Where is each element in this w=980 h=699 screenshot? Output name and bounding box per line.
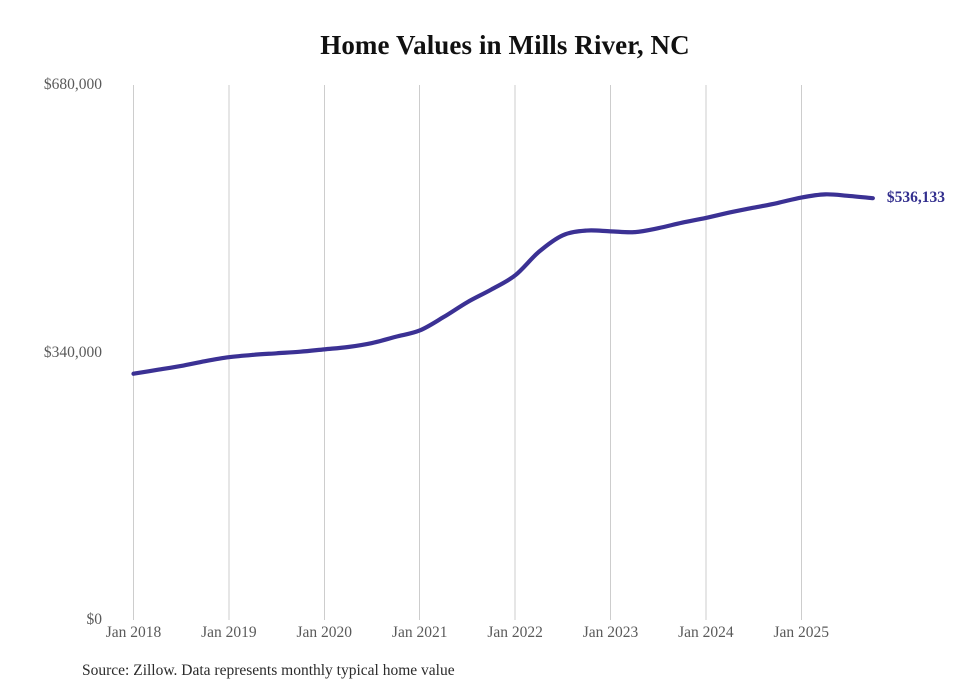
- source-note: Source: Zillow. Data represents monthly …: [82, 662, 455, 679]
- chart-title: Home Values in Mills River, NC: [320, 30, 690, 60]
- x-tick-label-jan-2021: Jan 2021: [391, 624, 448, 641]
- x-tick-label-jan-2025: Jan 2025: [773, 624, 830, 641]
- home-value-line: [131, 192, 875, 376]
- end-value-label: $536,133: [886, 189, 945, 207]
- x-tick-label-jan-2019: Jan 2019: [201, 624, 257, 641]
- x-tick-label-jan-2018: Jan 2018: [105, 624, 162, 641]
- data-series-line: [131, 192, 875, 376]
- x-tick-label-jan-2020: Jan 2020: [296, 624, 353, 641]
- gridlines: [133, 85, 802, 620]
- x-tick-label-jan-2023: Jan 2023: [582, 624, 639, 641]
- y-tick-label-340000: $340,000: [43, 343, 102, 361]
- x-tick-label-jan-2024: Jan 2024: [678, 624, 734, 641]
- y-tick-label-0: $0: [86, 611, 103, 628]
- y-tick-label-680000: $680,000: [43, 76, 102, 93]
- x-tick-label-jan-2022: Jan 2022: [487, 624, 543, 641]
